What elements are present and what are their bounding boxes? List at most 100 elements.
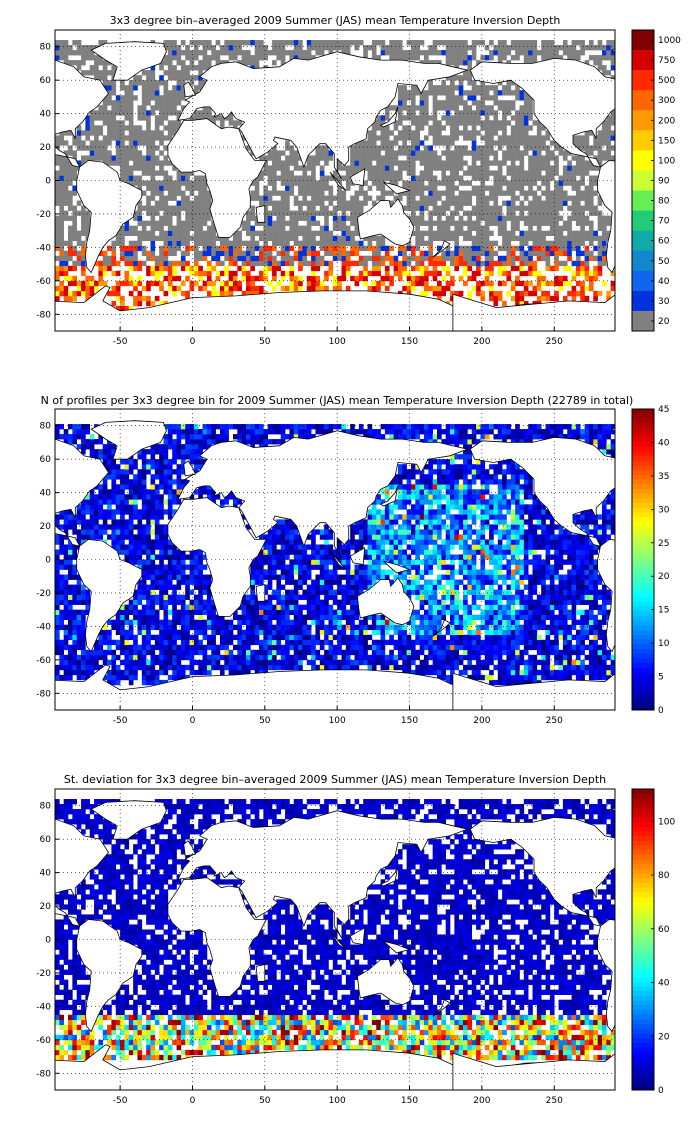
data-cell	[115, 544, 121, 550]
data-cell	[137, 295, 143, 302]
data-cell	[85, 215, 91, 221]
data-cell	[580, 170, 585, 176]
data-cell	[423, 205, 429, 211]
data-cell	[432, 160, 438, 166]
data-cell	[371, 200, 377, 206]
data-cell	[528, 155, 533, 161]
data-cell	[146, 295, 151, 302]
data-cell	[55, 240, 60, 247]
data-cell	[141, 569, 147, 575]
data-cell	[358, 140, 364, 146]
data-cell	[549, 250, 555, 257]
data-cell	[219, 280, 225, 287]
data-cell	[506, 290, 512, 297]
data-cell	[98, 280, 104, 287]
data-cell	[72, 659, 77, 666]
panel-2-cells	[55, 424, 616, 686]
data-cell	[445, 280, 451, 287]
data-cell	[480, 290, 486, 297]
data-cell	[85, 509, 91, 515]
data-cell	[180, 255, 186, 262]
data-cell	[484, 135, 490, 141]
data-cell	[176, 90, 182, 96]
data-cell	[232, 255, 238, 262]
data-cell	[601, 220, 607, 226]
data-cell	[159, 604, 164, 610]
data-cell	[415, 115, 420, 121]
data-cell	[510, 140, 516, 146]
data-cell	[588, 160, 594, 166]
data-cell	[371, 55, 377, 61]
data-cell	[315, 210, 321, 216]
data-cell	[180, 559, 186, 565]
data-cell	[445, 220, 451, 226]
data-cell	[467, 200, 473, 206]
data-cell	[133, 225, 138, 231]
data-cell	[55, 434, 60, 440]
data-cell	[63, 130, 69, 136]
data-cell	[176, 649, 182, 656]
data-cell	[567, 290, 572, 297]
data-cell	[167, 434, 173, 440]
data-cell	[345, 45, 351, 51]
data-cell	[415, 225, 420, 231]
data-cell	[189, 624, 195, 631]
data-cell	[289, 160, 295, 166]
data-cell	[167, 674, 173, 681]
data-cell	[276, 225, 282, 231]
data-cell	[397, 115, 403, 121]
data-cell	[81, 439, 86, 445]
data-cell	[584, 145, 590, 151]
data-cell	[167, 504, 173, 510]
data-cell	[523, 190, 529, 196]
data-cell	[445, 110, 451, 116]
data-cell	[128, 534, 134, 540]
data-cell	[111, 649, 117, 656]
data-cell	[523, 290, 529, 297]
data-cell	[159, 654, 164, 661]
data-cell	[111, 674, 117, 681]
data-cell	[502, 180, 507, 186]
data-cell	[133, 459, 138, 465]
data-cell	[410, 170, 416, 176]
data-cell	[137, 589, 143, 595]
data-cell	[480, 230, 486, 236]
data-cell	[437, 90, 442, 96]
data-cell	[98, 70, 104, 76]
data-cell	[536, 225, 542, 231]
data-cell	[111, 474, 117, 480]
data-cell	[63, 599, 69, 605]
data-cell	[167, 50, 173, 56]
data-cell	[146, 469, 151, 475]
data-cell	[206, 634, 212, 641]
data-cell	[163, 110, 169, 116]
data-cell	[98, 449, 104, 455]
data-cell	[167, 514, 173, 520]
data-cell	[76, 280, 82, 287]
data-cell	[159, 110, 164, 116]
data-cell	[159, 484, 164, 490]
data-cell	[189, 60, 195, 66]
data-cell	[510, 245, 516, 252]
data-cell	[311, 195, 316, 201]
data-cell	[180, 65, 186, 71]
data-cell	[198, 664, 203, 671]
data-cell	[432, 285, 438, 292]
data-cell	[111, 499, 117, 505]
data-cell	[302, 165, 308, 171]
data-cell	[402, 140, 407, 146]
data-cell	[63, 594, 69, 600]
data-cell	[133, 539, 138, 545]
data-cell	[102, 160, 108, 166]
data-cell	[601, 235, 607, 241]
data-cell	[484, 195, 490, 201]
data-cell	[137, 659, 143, 666]
data-cell	[202, 110, 208, 116]
data-cell	[94, 70, 99, 76]
data-cell	[180, 574, 186, 580]
data-cell	[445, 85, 451, 91]
data-cell	[536, 130, 542, 136]
data-cell	[198, 65, 203, 71]
data-cell	[454, 185, 460, 191]
data-cell	[159, 474, 164, 480]
